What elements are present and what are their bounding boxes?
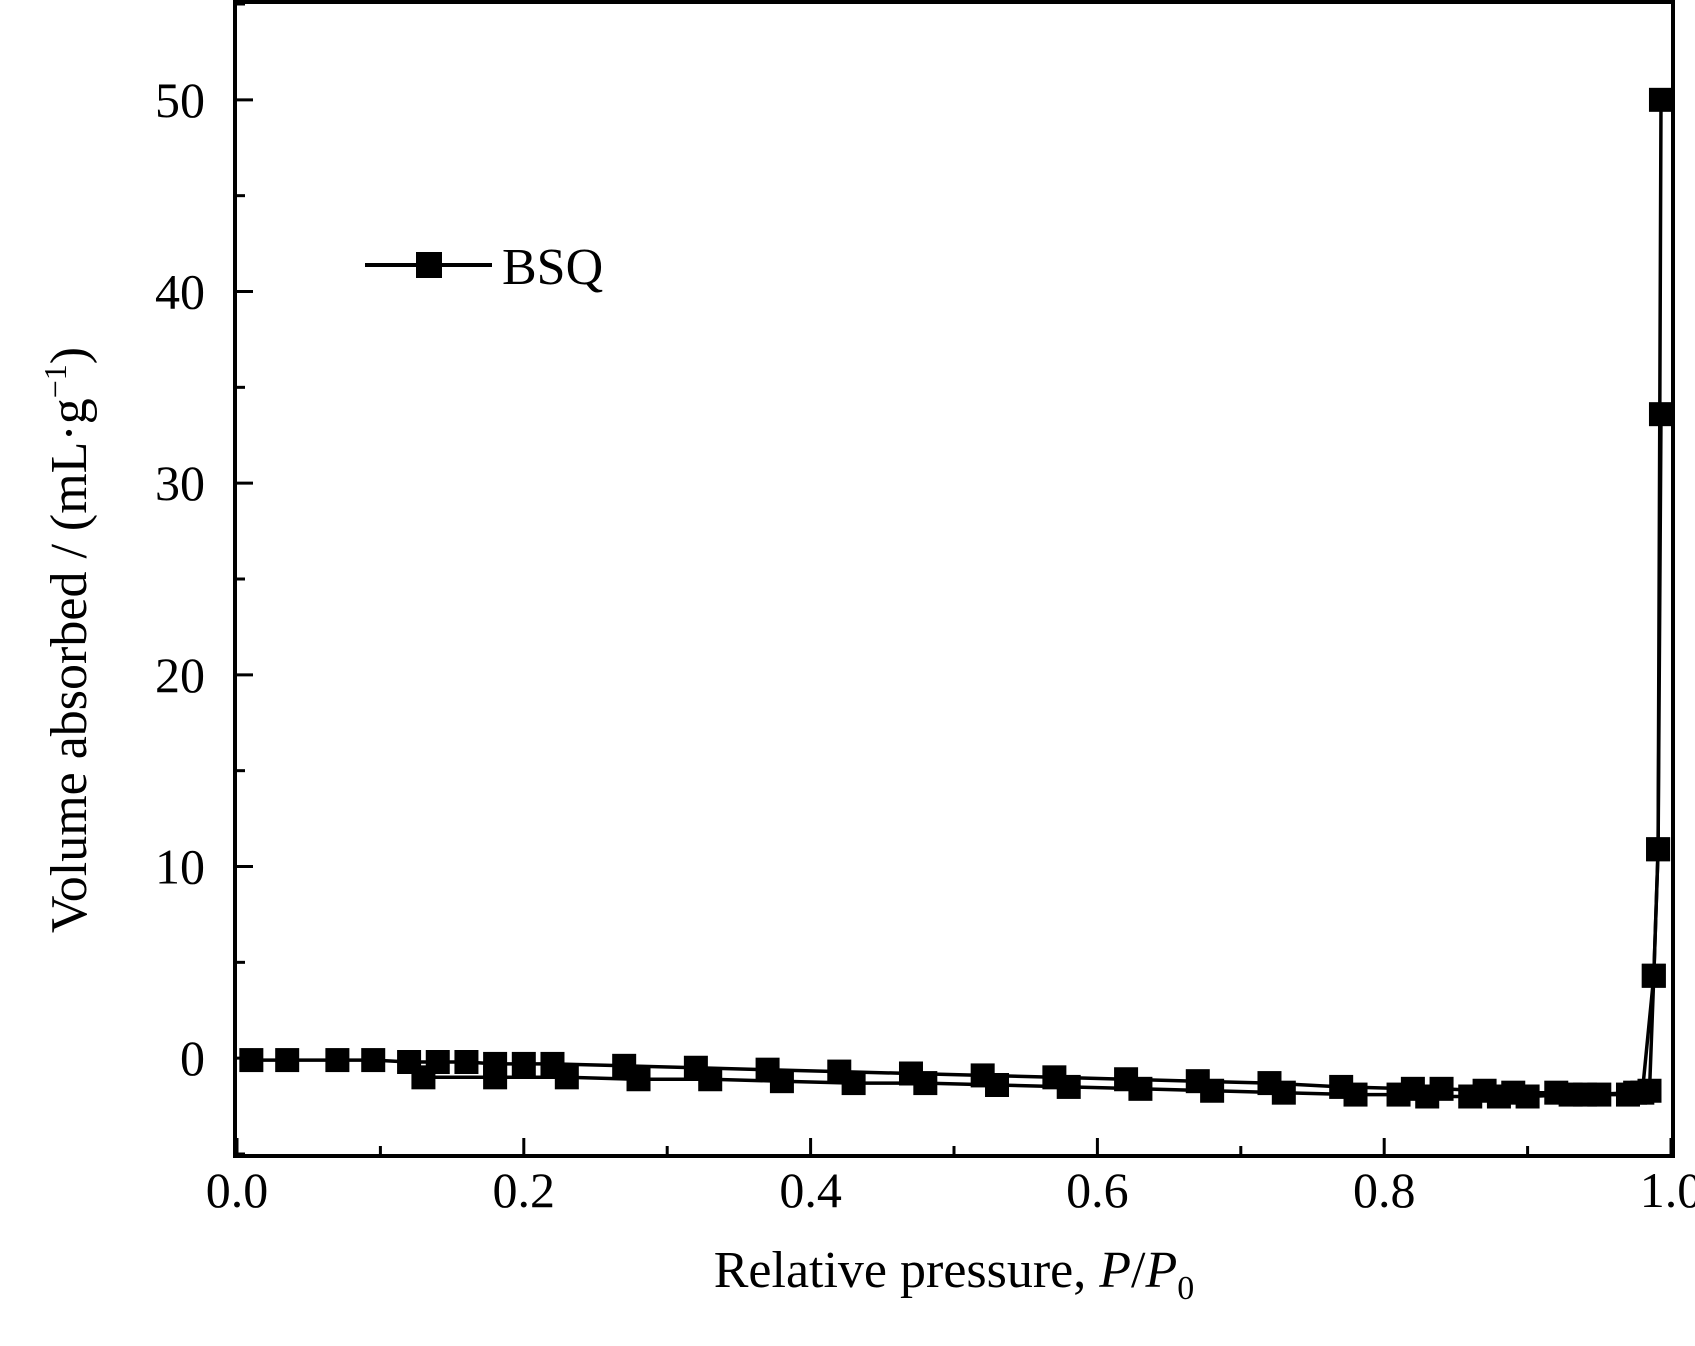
data-point-adsorption (361, 1048, 386, 1073)
y-tick-label: 30 (155, 455, 205, 511)
y-axis-label: Volume absorbed / (mL·g−1) (37, 347, 98, 933)
data-point-desorption (1458, 1084, 1483, 1109)
y-tick-label: 0 (180, 1030, 205, 1086)
x-axis-label-prefix: Relative pressure, (714, 1242, 1100, 1299)
legend-marker (416, 252, 442, 278)
data-point-desorption (1386, 1082, 1411, 1107)
x-tick-label: 0.2 (493, 1162, 556, 1218)
data-point-adsorption (1648, 87, 1673, 112)
data-point-desorption (411, 1065, 436, 1090)
data-point-desorption (1200, 1078, 1225, 1103)
data-point-desorption (1271, 1080, 1296, 1105)
data-point-desorption (1648, 402, 1673, 427)
data-point-desorption (1515, 1084, 1540, 1109)
x-axis-label-p0: P (1144, 1242, 1177, 1299)
tick-labels: 0.0 0.2 0.4 0.6 0.8 1.0 0 10 20 30 40 50 (155, 72, 1695, 1218)
y-tick-label: 20 (155, 647, 205, 703)
data-point-desorption (841, 1071, 866, 1096)
x-tick-label: 0.4 (779, 1162, 842, 1218)
data-point-desorption (1615, 1082, 1640, 1107)
data-point-desorption (1056, 1074, 1081, 1099)
y-axis-label-prefix: Volume absorbed / (mL·g (41, 398, 98, 933)
y-tick-label: 40 (155, 264, 205, 320)
plot-frame (233, 0, 1675, 1158)
data-point-desorption (913, 1071, 938, 1096)
y-tick-label: 10 (155, 839, 205, 895)
x-tick-label: 0.8 (1353, 1162, 1416, 1218)
data-point-desorption (698, 1067, 723, 1092)
data-point-desorption (1343, 1082, 1368, 1107)
data-point-desorption (554, 1065, 579, 1090)
data-point-adsorption (239, 1048, 264, 1073)
data-point-desorption (626, 1067, 651, 1092)
series-bsq (239, 87, 1673, 1109)
data-point-desorption (1128, 1076, 1153, 1101)
x-tick-label: 1.0 (1640, 1162, 1695, 1218)
x-tick-label: 0.6 (1066, 1162, 1129, 1218)
x-axis-label: Relative pressure, P/P0 (714, 1242, 1195, 1307)
legend-label: BSQ (502, 239, 603, 296)
data-point-desorption (1587, 1082, 1612, 1107)
data-point-desorption (769, 1069, 794, 1094)
x-tick-label: 0.0 (206, 1162, 269, 1218)
y-axis-label-sup: −1 (37, 364, 73, 398)
y-tick-label: 50 (155, 72, 205, 128)
data-point-desorption (1646, 837, 1671, 862)
data-point-adsorption (511, 1051, 536, 1076)
data-point-desorption (1486, 1084, 1511, 1109)
data-point-adsorption (325, 1048, 350, 1073)
legend: BSQ (365, 239, 603, 296)
data-point-desorption (1641, 963, 1666, 988)
x-axis-label-sub: 0 (1177, 1270, 1194, 1307)
data-point-adsorption (454, 1050, 479, 1074)
y-axis-label-suffix: ) (41, 347, 98, 364)
data-point-desorption (985, 1073, 1010, 1097)
x-axis-label-p: P (1098, 1242, 1131, 1299)
data-point-adsorption (275, 1048, 300, 1073)
data-point-desorption (1415, 1084, 1440, 1109)
x-axis-label-slash: / (1131, 1242, 1146, 1299)
data-point-desorption (1558, 1082, 1583, 1107)
data-point-desorption (483, 1065, 508, 1090)
